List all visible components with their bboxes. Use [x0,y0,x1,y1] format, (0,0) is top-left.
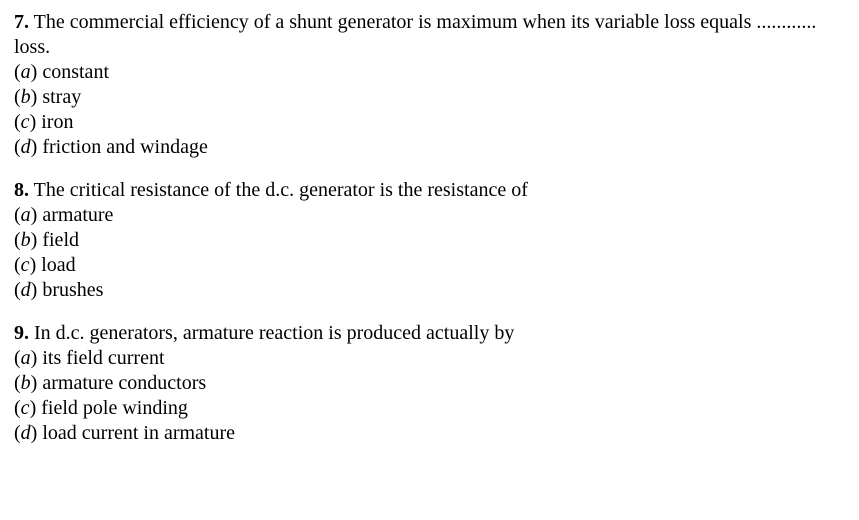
question-8-option-a-text: armature [42,204,113,226]
question-9-number: 9. [14,322,29,344]
question-9-option-c: (c) field pole winding [14,396,845,421]
option-label-c: c [21,254,30,276]
page: 7. The commercial efficiency of a shunt … [0,0,859,474]
question-8-stem: 8. The critical resistance of the d.c. g… [14,178,845,203]
option-label-d: d [21,279,31,301]
question-8-option-d: (d) brushes [14,278,845,303]
question-8: 8. The critical resistance of the d.c. g… [14,178,845,303]
question-9-option-a: (a) its field current [14,346,845,371]
option-label-b: b [21,372,31,394]
option-label-b: b [21,86,31,108]
option-label-d: d [21,136,31,158]
question-8-option-c-text: load [41,254,75,276]
question-9: 9. In d.c. generators, armature reaction… [14,321,845,446]
question-7-text: The commercial efficiency of a shunt gen… [14,11,816,58]
question-9-option-d: (d) load current in armature [14,421,845,446]
question-7-option-d-text: friction and windage [42,136,208,158]
question-8-option-b: (b) field [14,228,845,253]
question-7-option-b: (b) stray [14,85,845,110]
question-7-option-b-text: stray [42,86,81,108]
question-8-option-c: (c) load [14,253,845,278]
question-8-number: 8. [14,179,29,201]
question-7-option-c: (c) iron [14,110,845,135]
question-9-option-d-text: load current in armature [42,422,235,444]
question-8-text: The critical resistance of the d.c. gene… [34,179,528,201]
question-7-option-a: (a) constant [14,60,845,85]
option-label-c: c [21,111,30,133]
option-label-a: a [21,61,31,83]
question-7-option-c-text: iron [41,111,73,133]
question-7-stem: 7. The commercial efficiency of a shunt … [14,10,845,60]
option-label-a: a [21,204,31,226]
option-label-b: b [21,229,31,251]
question-7-number: 7. [14,11,29,33]
question-8-option-a: (a) armature [14,203,845,228]
question-7-option-a-text: constant [42,61,109,83]
question-9-option-b: (b) armature conductors [14,371,845,396]
option-label-a: a [21,347,31,369]
option-label-d: d [21,422,31,444]
question-9-option-a-text: its field current [42,347,164,369]
question-9-option-b-text: armature conductors [42,372,206,394]
question-9-option-c-text: field pole winding [41,397,188,419]
question-7-option-d: (d) friction and windage [14,135,845,160]
question-9-stem: 9. In d.c. generators, armature reaction… [14,321,845,346]
question-8-option-b-text: field [42,229,79,251]
option-label-c: c [21,397,30,419]
question-8-option-d-text: brushes [42,279,103,301]
question-7: 7. The commercial efficiency of a shunt … [14,10,845,160]
question-9-text: In d.c. generators, armature reaction is… [34,322,514,344]
